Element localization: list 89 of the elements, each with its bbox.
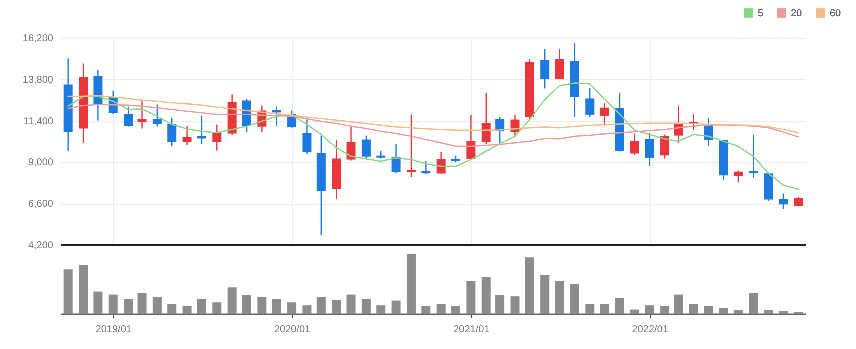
bar xyxy=(316,297,326,314)
bar xyxy=(152,297,162,314)
x-tick-label: 2022/01 xyxy=(632,324,669,336)
bar xyxy=(510,296,520,314)
bar xyxy=(406,254,416,314)
bar xyxy=(138,293,147,314)
legend-label: 5 xyxy=(758,8,764,20)
bar xyxy=(525,258,534,314)
bar xyxy=(228,288,237,314)
candlestick xyxy=(734,170,743,183)
bar xyxy=(689,304,698,314)
bar xyxy=(749,293,758,314)
line-series xyxy=(68,82,800,190)
bar xyxy=(764,310,774,314)
candlestick xyxy=(436,152,446,174)
bar xyxy=(778,311,788,314)
bar xyxy=(704,306,714,314)
candlestick xyxy=(152,104,162,128)
bar xyxy=(452,306,461,314)
x-tick-label: 2021/01 xyxy=(454,324,490,336)
bar xyxy=(94,292,103,314)
bar xyxy=(615,298,624,314)
bar xyxy=(719,308,728,314)
bar xyxy=(302,306,312,314)
candlestick xyxy=(362,135,371,159)
bar xyxy=(168,304,177,314)
x-tick-label: 2020/01 xyxy=(274,324,312,336)
candlestick xyxy=(482,92,491,145)
y-tick-label: 11,400 xyxy=(24,116,54,128)
bar xyxy=(482,277,491,314)
y-tick-label: 6,600 xyxy=(28,199,54,210)
candlestick xyxy=(346,125,356,162)
candlestick xyxy=(749,134,758,178)
bar xyxy=(630,310,640,314)
legend-label: 60 xyxy=(830,8,842,20)
candlestick xyxy=(422,160,431,175)
candlestick xyxy=(302,119,312,155)
bar xyxy=(600,304,610,314)
bar xyxy=(555,281,564,314)
candlestick xyxy=(392,143,401,174)
candlestick xyxy=(124,106,134,128)
candlestick xyxy=(182,126,192,146)
candlestick xyxy=(138,100,147,130)
candlestick xyxy=(197,115,206,145)
y-tick-label: 4,200 xyxy=(28,240,54,252)
x-tick-label: 2019/01 xyxy=(96,324,132,336)
bar xyxy=(674,294,684,314)
candlestick xyxy=(555,48,564,80)
legend-label: 20 xyxy=(791,8,803,20)
bar xyxy=(79,265,88,314)
candlestick xyxy=(540,48,550,90)
bar xyxy=(332,300,342,314)
bar xyxy=(212,302,222,314)
bar xyxy=(108,294,118,314)
candlestick xyxy=(600,102,610,126)
bar xyxy=(496,295,505,314)
bar xyxy=(392,300,401,314)
candlestick xyxy=(272,106,282,128)
bar xyxy=(288,302,297,314)
candlestick xyxy=(496,116,505,144)
bar xyxy=(422,306,431,314)
bar xyxy=(197,299,206,314)
bar xyxy=(182,306,192,314)
bar xyxy=(436,304,446,314)
candlestick xyxy=(586,88,595,118)
candlestick xyxy=(466,114,476,160)
bar xyxy=(258,297,267,314)
bar xyxy=(124,299,134,314)
bar xyxy=(540,275,550,314)
bar xyxy=(660,306,670,314)
bar xyxy=(376,306,386,314)
candlestick xyxy=(168,117,177,148)
y-tick-label: 9,000 xyxy=(28,158,54,169)
bar xyxy=(272,299,282,314)
bar xyxy=(734,310,743,314)
bar xyxy=(570,284,580,314)
bar xyxy=(362,299,371,314)
bar xyxy=(645,306,654,314)
bar xyxy=(346,294,356,314)
bar xyxy=(242,295,252,314)
bar xyxy=(64,270,73,314)
candlestick xyxy=(660,134,670,160)
y-tick-label: 13,800 xyxy=(22,74,54,86)
candlestick xyxy=(778,193,788,210)
bar xyxy=(466,281,476,314)
candlestick xyxy=(645,132,654,167)
bar xyxy=(586,304,595,314)
candlestick xyxy=(630,133,640,156)
y-tick-label: 16,200 xyxy=(22,34,54,44)
